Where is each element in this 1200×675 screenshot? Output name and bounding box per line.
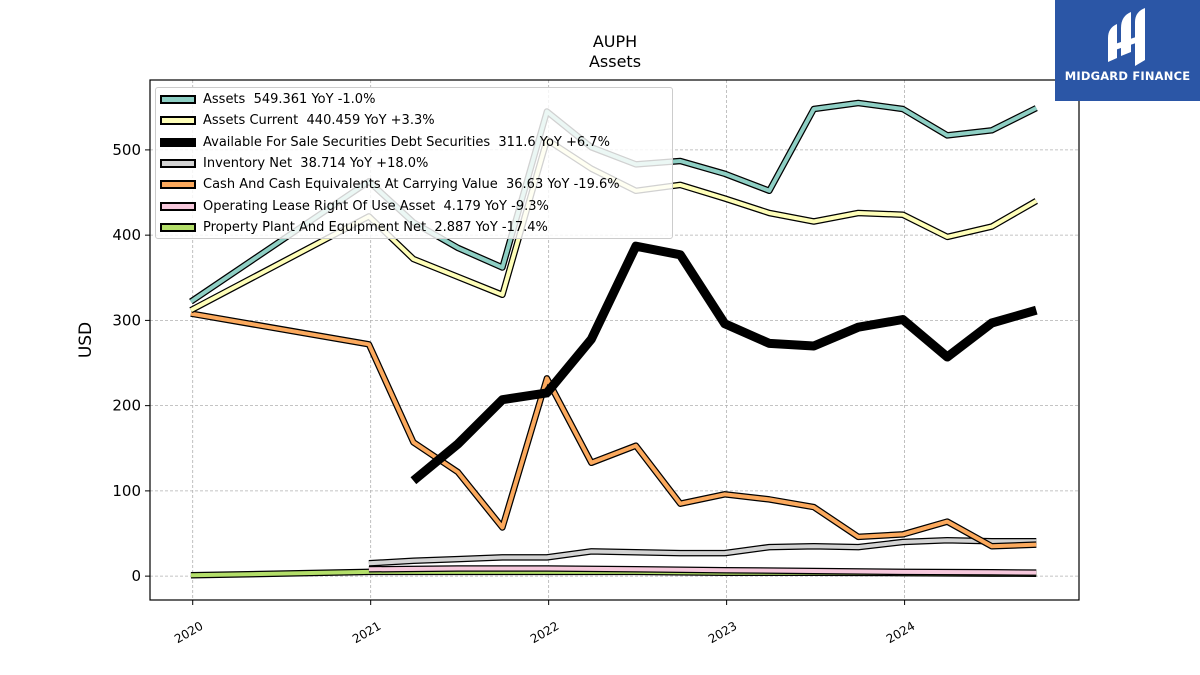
- series-line: [368, 538, 1037, 566]
- x-tick-label: 2023: [706, 619, 739, 646]
- chart-subtitle: Assets: [588, 52, 642, 71]
- brand-name: MIDGARD FINANCE: [1064, 69, 1191, 83]
- legend-swatch: [160, 180, 196, 190]
- series-line: [189, 101, 1038, 304]
- legend-item: Available For Sale Securities Debt Secur…: [160, 133, 670, 153]
- series-line: [410, 241, 1038, 485]
- plot-frame: [149, 79, 1080, 601]
- legend-label: Property Plant And Equipment Net 2.887 Y…: [203, 219, 548, 235]
- legend-item: Cash And Cash Equivalents At Carrying Va…: [160, 175, 670, 195]
- y-tick-label: 0: [131, 567, 141, 585]
- y-tick-label: 400: [112, 226, 141, 244]
- legend-swatch: [160, 201, 196, 211]
- x-tick-label: 2024: [884, 619, 917, 646]
- y-axis-label: USD: [76, 322, 96, 358]
- legend-swatch: [160, 137, 196, 147]
- legend-swatch: [160, 158, 196, 168]
- x-tick-label: 2021: [350, 619, 383, 646]
- legend-item: Operating Lease Right Of Use Asset 4.179…: [160, 197, 670, 217]
- chart-title: AUPH: [592, 32, 638, 51]
- legend-label: Operating Lease Right Of Use Asset 4.179…: [203, 198, 549, 214]
- x-tick-label: 2020: [172, 619, 205, 646]
- series-line: [368, 566, 1037, 575]
- x-tick-label: 2022: [528, 619, 561, 646]
- legend-item: Property Plant And Equipment Net 2.887 Y…: [160, 218, 670, 238]
- series-outline: [190, 310, 1037, 550]
- legend-swatch: [160, 222, 196, 232]
- legend-label: Available For Sale Securities Debt Secur…: [203, 134, 610, 150]
- brand-mark-icon: [1108, 8, 1145, 66]
- legend-item: Assets Current 440.459 YoY +3.3%: [160, 111, 670, 131]
- legend-swatch: [160, 95, 196, 104]
- x-axis-ticks: 2020 2021 2022 2023 2024: [172, 600, 917, 646]
- legend-label: Assets Current 440.459 YoY +3.3%: [203, 113, 435, 129]
- legend-swatch: [160, 116, 196, 126]
- legend-label: Cash And Cash Equivalents At Carrying Va…: [203, 177, 620, 193]
- legend-label: Assets 549.361 YoY -1.0%: [203, 92, 376, 107]
- y-tick-label: 500: [112, 141, 141, 159]
- series-line: [190, 311, 1037, 549]
- series-lines: [189, 99, 1038, 579]
- legend-item: Assets 549.361 YoY -1.0%: [160, 90, 670, 110]
- y-axis-ticks: 0 100 200 300 400 500: [112, 141, 150, 585]
- brand-logo: MIDGARD FINANCE: [1055, 0, 1200, 101]
- legend: Assets 549.361 YoY -1.0% Assets Current 4…: [155, 87, 673, 239]
- legend-item: Inventory Net 38.714 YoY +18.0%: [160, 154, 670, 174]
- legend-label: Inventory Net 38.714 YoY +18.0%: [203, 155, 429, 171]
- y-tick-label: 200: [112, 397, 141, 415]
- series-line: [189, 137, 1038, 312]
- y-tick-label: 300: [112, 311, 141, 329]
- y-tick-label: 100: [112, 482, 141, 500]
